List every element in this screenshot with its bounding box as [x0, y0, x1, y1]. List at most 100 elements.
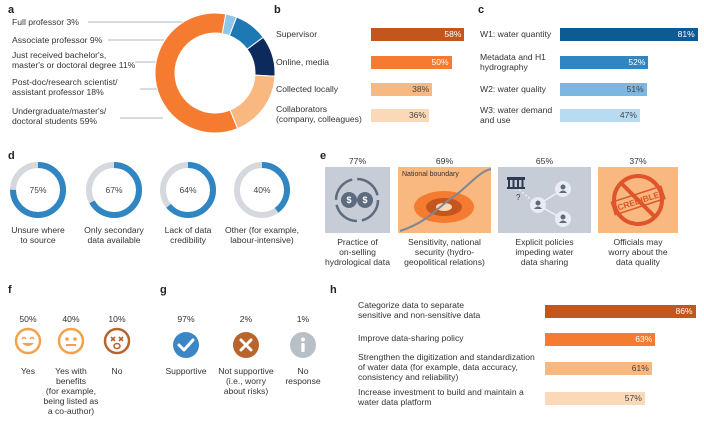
tile-label: Officials may worry about the data quality [588, 237, 688, 267]
bar: 52% [560, 56, 649, 69]
panel-letter-d: d [8, 150, 15, 162]
ring-label-line: data available [87, 235, 141, 245]
tile-label-line: Officials may [613, 237, 663, 247]
bar: 63% [545, 333, 656, 346]
donut-label: Undergraduate/master's/doctoral students… [12, 106, 106, 126]
panel-letter-b: b [274, 4, 281, 16]
tile-label-line: impeding water [515, 247, 574, 257]
bar: 86% [545, 305, 696, 318]
illustration-tile: National boundary [398, 167, 491, 233]
donut-label: Full professor 3% [12, 17, 79, 27]
face-label: No [83, 366, 151, 376]
icon-percent: 97% [177, 314, 195, 324]
panel-letter-f: f [8, 284, 12, 296]
bar-label-line: W1: water quantity [480, 29, 552, 39]
tile-label-line: geopolitical relations) [404, 257, 485, 267]
face-label-line: being listed as [43, 396, 99, 406]
panel-letter-e: e [320, 150, 327, 162]
ring-fill [10, 162, 66, 218]
face-percent: 50% [19, 314, 37, 324]
icon-label-line: (i.e., worry [225, 376, 267, 386]
bar-label: Strengthen the digitization and standard… [358, 352, 548, 382]
ring-fill [86, 162, 142, 218]
bar-label-line: Metadata and H1 [480, 52, 546, 62]
ring-value: 40% [253, 185, 270, 195]
bar-label-line: Collected locally [276, 84, 339, 94]
bar-value-label: 36% [408, 110, 426, 120]
donut-leader-lines [88, 21, 196, 119]
bar-value-label: 50% [431, 57, 449, 67]
panel-a-donut-chart [154, 12, 276, 134]
ring-gauge: 40% [234, 162, 290, 218]
bar: 47% [560, 109, 640, 122]
tile-label-line: data sharing [520, 257, 569, 267]
donut-label-line: Associate professor 9% [12, 35, 103, 45]
ring-label-line: Unsure where [11, 225, 65, 235]
donut-label-line: Undergraduate/master's/ [12, 106, 107, 116]
tile-label-line: Practice of [337, 237, 378, 247]
bar-label: Collaborators (company, colleagues) [276, 104, 371, 124]
tile-label: Sensitivity, national security (hydro-geo… [388, 237, 501, 267]
bar-value-label: 61% [631, 363, 649, 373]
face-label-line: benefits [55, 376, 87, 386]
bar-value-label: 63% [635, 334, 653, 344]
bar-label-line: W2: water quality [480, 84, 546, 94]
svg-text:$: $ [362, 195, 367, 205]
ring-label-line: Only secondary [84, 225, 144, 235]
ring-label-line: Other (for example, [224, 225, 300, 235]
bar-label-line: hydrography [480, 62, 528, 72]
bar-label: Improve data-sharing policy [358, 333, 548, 343]
bar: 57% [545, 392, 645, 405]
svg-text:?: ? [516, 193, 521, 202]
dizzy-face-icon [103, 327, 131, 355]
icon-label-line: No [297, 366, 309, 376]
ring-label: Unsure where to source [0, 225, 80, 245]
bar-label-line: consistency and reliability) [358, 372, 459, 382]
bar-label-line: W3: water demand [480, 105, 553, 115]
bar-label: W2: water quality [480, 84, 560, 94]
face-label-line: No [111, 366, 123, 376]
bar-label: W3: water demand and use [480, 105, 560, 125]
cross-icon [233, 332, 259, 358]
bar-label: Online, media [276, 57, 371, 67]
bar-label: W1: water quantity [480, 29, 560, 39]
donut-label-line: Just received bachelor's, [12, 50, 107, 60]
icon-label-line: Not supportive [218, 366, 274, 376]
bar-value-label: 81% [677, 29, 695, 39]
face-label-line: Yes [20, 366, 36, 376]
icon-percent: 2% [239, 314, 253, 324]
tile-percent: 37% [629, 156, 647, 166]
donut-label: Just received bachelor's, master's or doc… [12, 50, 135, 70]
neutral-face-icon [57, 327, 85, 355]
face-label: Yes [0, 366, 62, 376]
bar-value-label: 51% [626, 84, 644, 94]
bar: 38% [371, 83, 433, 96]
ring-fill [234, 162, 290, 218]
icon-label-line: response [285, 376, 321, 386]
national-boundary-icon [399, 168, 491, 232]
bar: 51% [560, 83, 647, 96]
people-network-icon: ? [507, 177, 571, 227]
national-boundary-label: National boundary [402, 171, 459, 178]
bar-label-line: Strengthen the digitization and standard… [358, 352, 535, 362]
donut-label-line: assistant professor 18% [12, 87, 104, 97]
ring-fill [160, 162, 216, 218]
bar-label: Categorize data to separate sensitive and… [358, 300, 548, 320]
bar-label-line: and use [480, 115, 511, 125]
icon-label: Not supportive (i.e., worry about risks) [210, 366, 282, 396]
tile-label-line: security (hydro- [414, 247, 475, 257]
tile-label-line: on-selling [339, 247, 376, 257]
bar-label: Metadata and H1 hydrography [480, 52, 560, 72]
ring-label-line: Lack of data [164, 225, 212, 235]
bar-value-label: 57% [624, 393, 642, 403]
face-percent: 10% [108, 314, 126, 324]
check-icon [173, 332, 199, 358]
icon-label: No response [267, 366, 339, 386]
donut-label-line: master's or doctoral degree 11% [12, 60, 136, 70]
icon-label: Supportive [150, 366, 222, 376]
bar-label: Collected locally [276, 84, 371, 94]
illustration-tile: CREDIBLE [598, 167, 678, 233]
icon-label-line: Supportive [165, 366, 207, 376]
bar-label-line: Categorize data to separate [358, 300, 465, 310]
tile-percent: 69% [435, 156, 454, 166]
